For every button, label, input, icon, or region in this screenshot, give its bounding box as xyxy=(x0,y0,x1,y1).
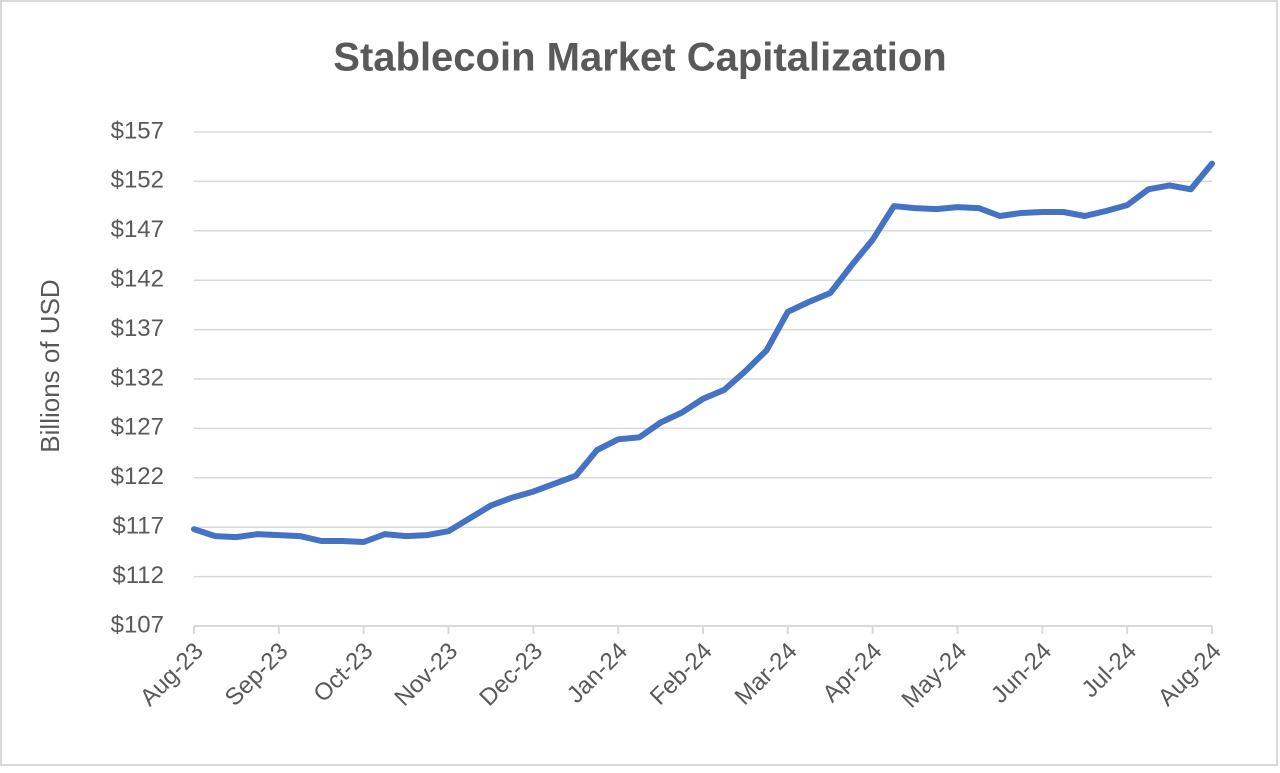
data-line xyxy=(191,160,1215,545)
y-tick-label: $152 xyxy=(111,167,164,194)
y-tick-label: $137 xyxy=(111,315,164,342)
y-tick-label: $147 xyxy=(111,216,164,243)
y-tick-label: $157 xyxy=(111,117,164,144)
y-tick-label: $142 xyxy=(111,266,164,293)
y-axis-label: Billions of USD xyxy=(35,279,65,452)
y-tick-label: $117 xyxy=(112,513,164,540)
y-tick-label: $122 xyxy=(111,463,164,490)
y-tick-label: $107 xyxy=(111,611,164,638)
y-tick-label: $112 xyxy=(112,562,164,589)
chart-title: Stablecoin Market Capitalization xyxy=(333,36,946,80)
y-tick-label: $127 xyxy=(111,414,164,441)
y-tick-label: $132 xyxy=(111,364,164,391)
